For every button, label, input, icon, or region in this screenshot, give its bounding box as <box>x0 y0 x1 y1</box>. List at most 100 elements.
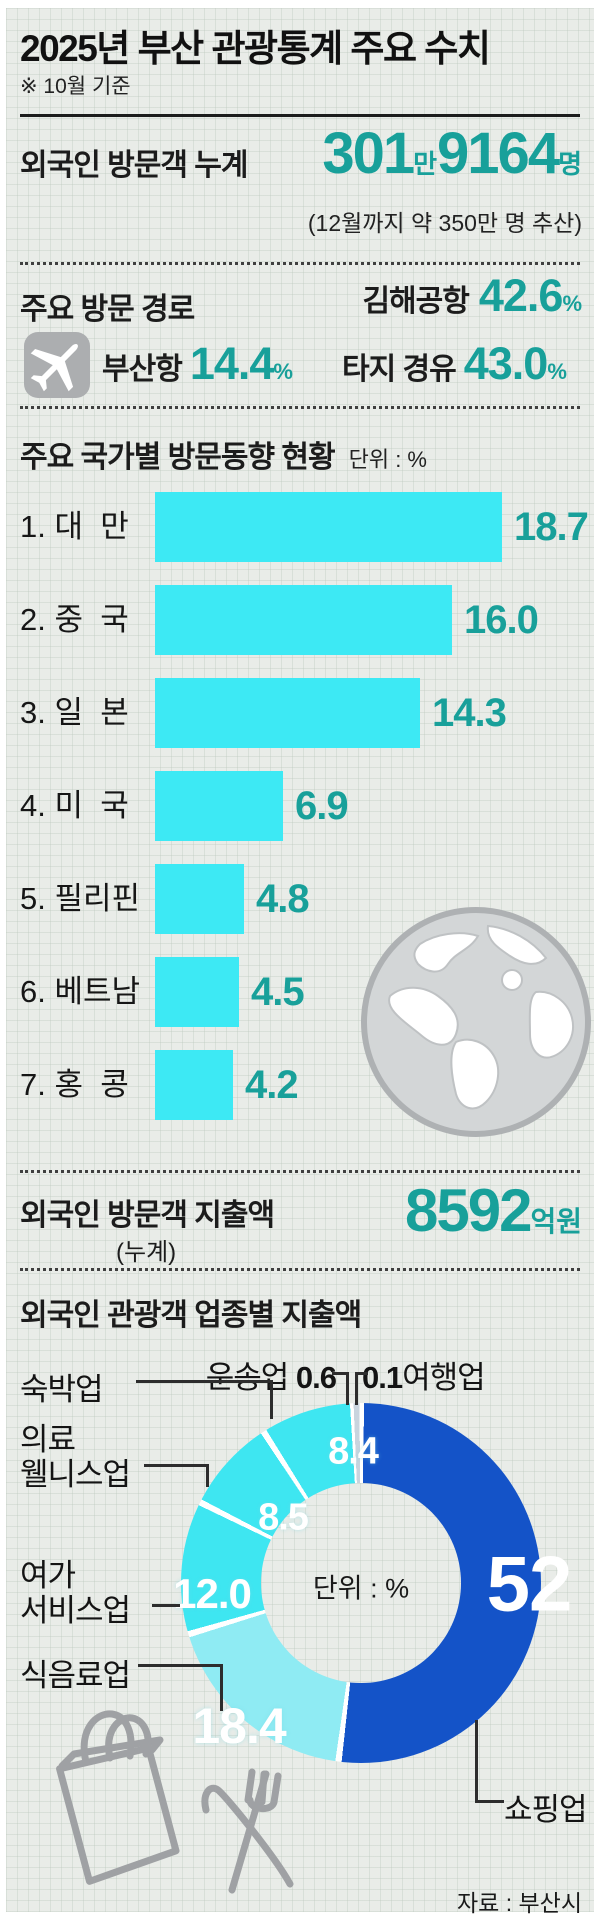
visitors-label: 외국인 방문객 누계 <box>20 149 248 182</box>
airplane-icon <box>24 332 90 398</box>
callout-travel: 0.1여행업 <box>362 1352 486 1397</box>
spending-unit1: 억 <box>530 1206 557 1237</box>
callout-lodging: 숙박업 <box>20 1372 104 1407</box>
route-busanport-value: 14.4 <box>189 338 275 389</box>
visitors-value: 301 만 9164 명 <box>322 120 582 187</box>
donut-hole <box>261 1483 461 1683</box>
callout-shopping: 쇼핑업 <box>504 1792 588 1827</box>
country-bar-chart: 1. 대 만 18.7 2. 중 국 16.0 3. 일 본 14.3 4. 미 국 6.9 5… <box>20 492 589 1143</box>
spending-label: 외국인 방문객 지출액 <box>20 1199 275 1232</box>
callout-leisure-line1: 여가 <box>20 1558 76 1593</box>
leader-travel <box>355 1372 368 1405</box>
globe-graphic <box>360 906 592 1138</box>
route-other-unit: % <box>547 359 567 384</box>
callout-transport-value: 0.6 <box>295 1360 337 1395</box>
bar-value: 4.5 <box>251 970 305 1014</box>
route-gimhae: 김해공항 42.6 % <box>362 270 582 322</box>
route-gimhae-name: 김해공항 <box>362 285 469 318</box>
visitors-unit-mid: 만 <box>413 149 438 179</box>
bar-row-label: 6. 베트남 <box>20 974 141 1009</box>
donut-value-shopping: 52 <box>486 1539 573 1628</box>
spending-sublabel: (누계) <box>116 1239 177 1266</box>
country-chart-unit: 단위 : % <box>348 447 427 472</box>
bar-value: 4.8 <box>256 877 310 921</box>
route-gimhae-unit: % <box>562 291 582 316</box>
callout-travel-value: 0.1 <box>362 1360 403 1395</box>
callout-transport-name: 운송업 <box>205 1360 296 1395</box>
leader-shopping <box>475 1720 504 1803</box>
header-note: ※ 10월 기준 <box>20 75 131 98</box>
bar <box>155 957 239 1027</box>
bar <box>155 771 283 841</box>
leader-lodging <box>136 1380 273 1419</box>
callout-transport: 운송업 0.6 <box>205 1352 337 1397</box>
bar-value: 16.0 <box>464 598 539 642</box>
visitors-unit-end: 명 <box>558 149 582 179</box>
routes-label: 주요 방문 경로 <box>20 293 195 326</box>
bar <box>155 678 420 748</box>
leader-medical <box>144 1464 209 1487</box>
donut-value-lodging: 8.4 <box>328 1430 379 1473</box>
donut-value-leisure: 12.0 <box>173 1570 252 1617</box>
donut-center-label: 단위 : % <box>312 1573 410 1604</box>
bar-row-label: 5. 필리핀 <box>20 881 141 916</box>
bar-row-label: 3. 일 본 <box>20 695 129 730</box>
divider-2 <box>20 406 580 409</box>
callout-medical-line1: 의료 <box>20 1422 76 1457</box>
bar-row: 3. 일 본 14.3 <box>20 678 580 771</box>
grid-canvas: 2025년 부산 관광통계 주요 수치 ※ 10월 기준 외국인 방문객 누계 … <box>6 8 594 1916</box>
spending-amount: 8592 <box>404 1177 532 1244</box>
cutlery-icon <box>188 1766 308 1906</box>
bar-row: 2. 중 국 16.0 <box>20 585 580 678</box>
bar-row: 7. 홍 콩 4.2 <box>20 1050 580 1143</box>
route-other-name: 타지 경유 <box>342 353 457 386</box>
visitors-value-sub: 9164 <box>437 121 560 186</box>
divider-3 <box>20 1170 580 1173</box>
bar-row-label: 2. 중 국 <box>20 602 129 637</box>
spending-unit2: 원 <box>556 1206 582 1237</box>
bar-row: 1. 대 만 18.7 <box>20 492 589 585</box>
callout-leisure-line2: 서비스업 <box>20 1593 131 1628</box>
bar-row-label: 1. 대 만 <box>20 509 129 544</box>
leader-transport <box>332 1372 349 1405</box>
visitors-value-main: 301 <box>322 121 415 186</box>
visitors-estimate-note: (12월까지 약 350만 명 추산) <box>307 210 582 236</box>
bar-row: 6. 베트남 4.5 <box>20 957 580 1050</box>
header-rule <box>20 114 580 117</box>
divider-4 <box>20 1268 580 1271</box>
route-busanport-name: 부산항 <box>102 353 183 386</box>
bar-row-label: 7. 홍 콩 <box>20 1067 129 1102</box>
bar <box>155 492 502 562</box>
page-title: 2025년 부산 관광통계 주요 수치 <box>20 28 491 69</box>
bar-value: 6.9 <box>295 784 349 828</box>
country-chart-header: 주요 국가별 방문동향 현황 단위 : % <box>20 432 427 476</box>
leader-leisure <box>152 1604 180 1607</box>
spending-value: 8592 억 원 <box>405 1176 582 1245</box>
callout-travel-name: 여행업 <box>402 1360 486 1395</box>
shopping-bag-icon <box>34 1704 194 1904</box>
route-busanport-unit: % <box>273 359 293 384</box>
donut-value-food: 18.4 <box>192 1698 286 1754</box>
bar <box>155 585 452 655</box>
leader-food <box>138 1664 223 1711</box>
divider-1 <box>20 262 580 265</box>
industry-chart-title: 외국인 관광객 업종별 지출액 <box>20 1299 362 1332</box>
route-busanport: 부산항 14.4 % <box>102 338 293 390</box>
bar-row-label: 4. 미 국 <box>20 788 129 823</box>
bar-value: 14.3 <box>432 691 507 735</box>
donut-value-medical: 8.5 <box>258 1496 309 1539</box>
route-other-value: 43.0 <box>463 338 549 389</box>
callout-food: 식음료업 <box>20 1658 131 1693</box>
route-other: 타지 경유 43.0 % <box>342 338 567 390</box>
country-chart-title: 주요 국가별 방문동향 현황 <box>20 441 336 474</box>
bar-value: 4.2 <box>245 1063 299 1107</box>
bar <box>155 864 244 934</box>
callout-medical-line2: 웰니스업 <box>20 1457 131 1492</box>
bar <box>155 1050 233 1120</box>
route-gimhae-value: 42.6 <box>478 270 564 321</box>
source-note: 자료 : 부산시 <box>457 1890 582 1916</box>
bar-row: 5. 필리핀 4.8 <box>20 864 580 957</box>
bar-row: 4. 미 국 6.9 <box>20 771 580 864</box>
bar-value: 18.7 <box>514 505 589 549</box>
